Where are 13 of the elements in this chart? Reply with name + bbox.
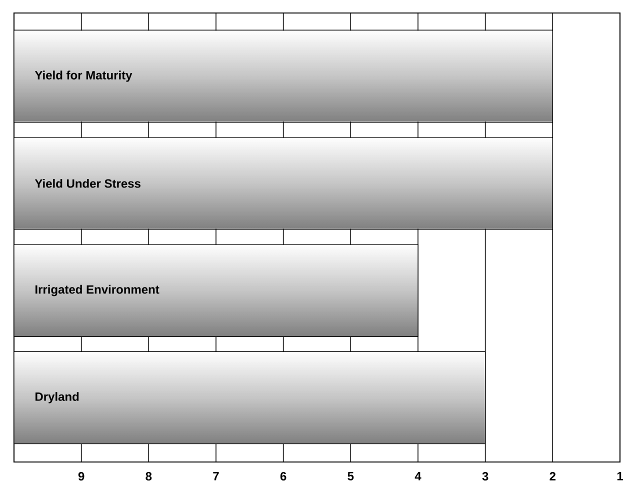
x-tick-label: 8 (146, 472, 152, 481)
x-tick-label: 7 (213, 472, 219, 480)
x-tick-label: 3 (482, 472, 488, 481)
y-tick-label: Yield for Maturity (34, 70, 132, 82)
x-tick-label: 5 (348, 472, 354, 480)
y-tick-label: Irrigated Environment (36, 284, 160, 296)
x-tick-label: 1 (617, 472, 623, 480)
x-tick-label: 6 (280, 472, 286, 481)
y-tick-label: Dryland (36, 392, 79, 404)
x-tick-label: 2 (550, 472, 556, 480)
x-tick-label: 9 (78, 472, 84, 481)
x-tick-label: 4 (414, 472, 422, 480)
y-tick-label: Yield Under Stress (34, 178, 140, 188)
